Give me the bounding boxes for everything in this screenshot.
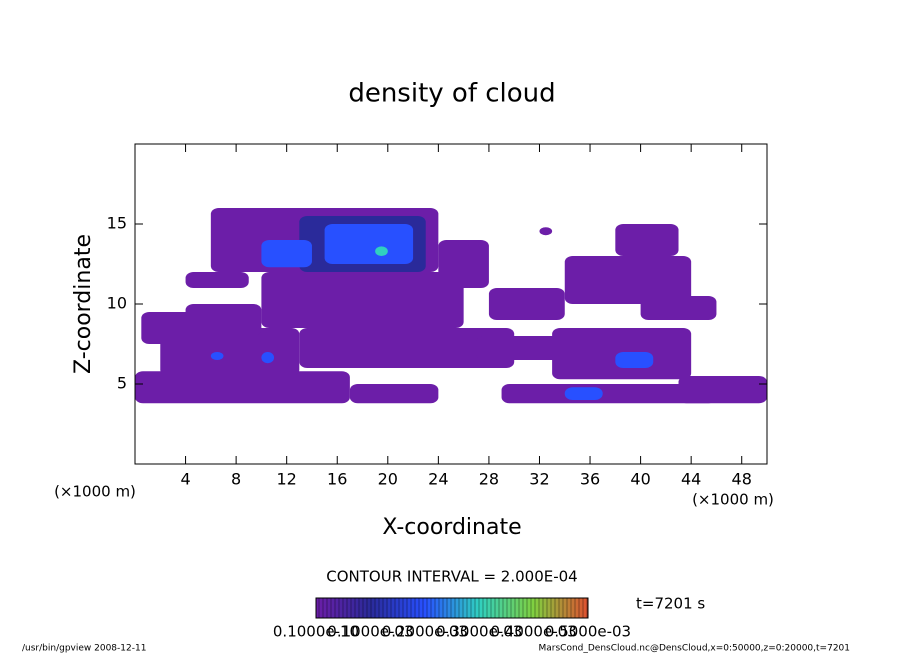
- cloud-region: [539, 227, 553, 236]
- x-tick-label: 24: [428, 470, 448, 489]
- y-tick-label: 5: [117, 374, 127, 393]
- cloud-region: [135, 371, 350, 404]
- cloud-region: [615, 224, 679, 256]
- chart-title: density of cloud: [348, 79, 555, 109]
- colorbar: [315, 597, 589, 619]
- colorbar-label: 0.2000e-03: [382, 623, 468, 641]
- x-tick-label: 8: [231, 470, 241, 489]
- cloud-region: [261, 272, 464, 328]
- cloud-region: [210, 352, 224, 360]
- y-tick-label: 15: [107, 214, 127, 233]
- contour-interval: CONTOUR INTERVAL = 2.000E-04: [326, 568, 577, 586]
- x-tick-label: 40: [630, 470, 650, 489]
- cloud-region: [564, 387, 603, 400]
- time-label: t=7201 s: [636, 595, 705, 613]
- x-tick-label: 44: [681, 470, 701, 489]
- cloud-region: [501, 384, 717, 404]
- y-tick-label: 10: [107, 294, 127, 313]
- cloud-region: [299, 328, 515, 368]
- cloud-region: [141, 312, 199, 344]
- y-axis-label: Z-coordinate: [71, 234, 96, 374]
- cloud-region: [261, 240, 312, 268]
- colorbar-label: 0.1000e-10: [273, 623, 359, 641]
- x-axis-label: X-coordinate: [382, 515, 521, 540]
- x-tick-label: 16: [327, 470, 347, 489]
- x-tick-label: 12: [277, 470, 297, 489]
- cloud-region: [261, 352, 275, 364]
- cloud-region: [640, 296, 717, 320]
- colorbar-label: 0.1000e-03: [327, 623, 413, 641]
- y-unit: (×1000 m): [54, 483, 136, 501]
- x-tick-label: 48: [732, 470, 752, 489]
- cloud-region: [564, 256, 692, 304]
- cloud-region: [185, 272, 249, 288]
- colorbar-label: 0.3000e-03: [436, 623, 522, 641]
- x-tick-label: 4: [180, 470, 190, 489]
- cloud-region: [438, 240, 489, 288]
- cloud-region: [488, 288, 565, 320]
- cloud-region: [185, 304, 262, 336]
- x-tick-label: 28: [479, 470, 499, 489]
- x-tick-label: 32: [529, 470, 549, 489]
- colorbar-label: 0.4000e-03: [490, 623, 576, 641]
- cloud-region: [678, 376, 767, 404]
- footer-left: /usr/bin/gpview 2008-12-11: [22, 644, 146, 654]
- footer-right: MarsCond_DensCloud.nc@DensCloud,x=0:5000…: [539, 644, 851, 654]
- x-tick-label: 36: [580, 470, 600, 489]
- colorbar-label: 0.5000e-03: [545, 623, 631, 641]
- x-tick-label: 20: [378, 470, 398, 489]
- cloud-region: [375, 246, 388, 256]
- cloud-region: [615, 352, 654, 368]
- cloud-region: [324, 224, 414, 264]
- cloud-region: [349, 384, 439, 404]
- x-unit: (×1000 m): [692, 491, 774, 509]
